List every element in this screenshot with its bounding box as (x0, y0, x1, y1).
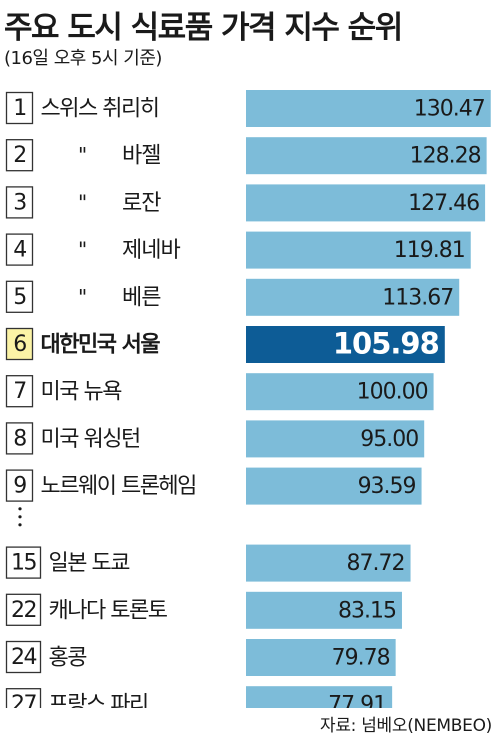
rank-number-6: 6 (13, 332, 26, 357)
value-label-24: 79.78 (332, 646, 390, 671)
bar-chart: 130.47 1 스위스 취리히 128.28 2 " 바젤 127.46 3 " 로잔 119.81… (5, 90, 491, 708)
bar-5 (246, 278, 460, 316)
city-label-5: 베른 (122, 285, 161, 310)
rank-number-27: 27 (11, 692, 36, 708)
bar-9 (246, 467, 422, 505)
value-label-2: 128.28 (410, 144, 481, 169)
bar-1 (246, 90, 491, 127)
value-label-3: 127.46 (408, 191, 479, 216)
bar-7 (246, 373, 434, 411)
value-label-15: 87.72 (347, 551, 405, 576)
chart-title: 주요 도시 식료품 가격 지수 순위 (4, 10, 403, 46)
rank-box-24 (5, 640, 42, 674)
source-note: 자료: 넘베오(NEMBEO) (319, 716, 492, 736)
rank-box-15 (5, 546, 42, 579)
rank-box-9 (5, 469, 34, 502)
bar-3 (246, 184, 486, 222)
ellipsis-dot (18, 523, 22, 527)
city-label-9: 노르웨이 트론헤임 (41, 474, 196, 499)
bar-22 (246, 591, 402, 629)
city-label-1: 스위스 취리히 (41, 97, 159, 122)
ellipsis-dot (18, 515, 22, 519)
rank-box-1 (5, 91, 34, 125)
bar-4 (246, 231, 471, 269)
value-label-8: 95.00 (360, 427, 418, 452)
city-label-7: 미국 뉴욕 (41, 380, 123, 405)
city-label-8: 미국 워싱턴 (41, 427, 140, 452)
rank-box-6 (5, 327, 34, 361)
ditto-mark-2: " (78, 143, 87, 167)
city-label-6: 대한민국 서울 (41, 333, 161, 358)
city-label-22: 캐나다 토론토 (49, 598, 168, 623)
city-label-27: 프랑스 파리 (49, 693, 148, 708)
city-label-15: 일본 도쿄 (49, 551, 131, 576)
bar-8 (246, 420, 425, 458)
value-label-9: 93.59 (358, 474, 416, 499)
rank-number-2: 2 (13, 143, 26, 168)
rank-box-22 (5, 593, 42, 626)
rank-number-5: 5 (13, 285, 26, 310)
rank-number-3: 3 (13, 190, 26, 215)
value-label-22: 83.15 (338, 598, 396, 623)
value-label-5: 113.67 (382, 285, 453, 310)
ellipsis-dot (18, 507, 22, 511)
bar-2 (246, 137, 487, 175)
ditto-mark-4: " (78, 238, 87, 262)
rank-number-8: 8 (13, 426, 26, 451)
ditto-mark-5: " (78, 285, 87, 309)
rank-box-7 (5, 375, 34, 408)
rank-number-9: 9 (13, 474, 26, 499)
rank-number-7: 7 (13, 379, 26, 404)
value-label-27: 77.91 (328, 693, 386, 708)
rank-box-8 (5, 422, 34, 455)
ditto-mark-3: " (78, 190, 87, 214)
city-label-2: 바젤 (122, 144, 160, 169)
chart-subtitle: (16일 오후 5시 기준) (4, 48, 162, 69)
rank-number-24: 24 (11, 645, 36, 670)
rank-number-15: 15 (11, 551, 36, 576)
value-label-1: 130.47 (414, 97, 485, 122)
rank-box-4 (5, 233, 34, 266)
city-label-4: 제네바 (122, 238, 180, 263)
rank-box-2 (5, 139, 34, 172)
rank-box-3 (5, 186, 34, 219)
rank-number-4: 4 (13, 238, 26, 263)
rank-number-1: 1 (13, 96, 26, 121)
value-label-4: 119.81 (394, 238, 465, 263)
city-label-24: 홍콩 (49, 646, 88, 671)
rank-box-5 (5, 280, 34, 313)
bar-15 (246, 544, 411, 582)
bar-6 (246, 326, 445, 363)
value-label-6: 105.98 (333, 327, 439, 361)
bar-24 (246, 639, 396, 676)
rank-number-22: 22 (11, 598, 36, 623)
value-label-7: 100.00 (357, 380, 428, 405)
city-label-3: 로잔 (122, 191, 161, 216)
bar-27 (246, 686, 393, 708)
rank-box-27 (5, 688, 42, 708)
